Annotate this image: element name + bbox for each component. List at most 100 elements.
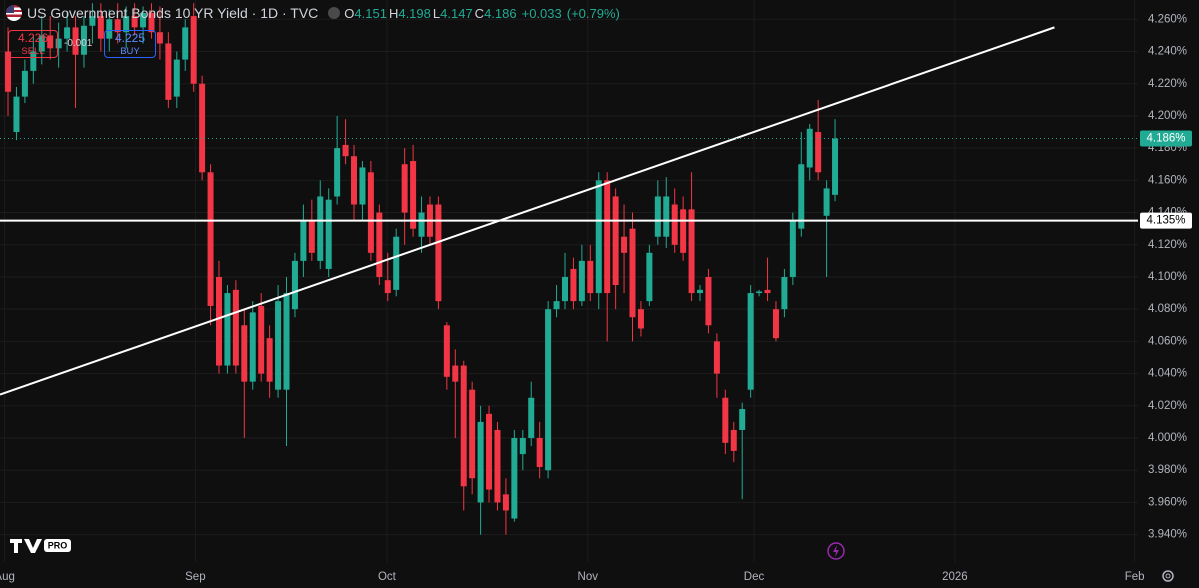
candle-body bbox=[536, 438, 543, 467]
buy-price: 4.225 bbox=[114, 31, 146, 45]
y-tick-label: 4.060% bbox=[1148, 335, 1187, 347]
candle-body bbox=[80, 25, 87, 55]
candle-body bbox=[756, 291, 763, 294]
candle-body bbox=[384, 280, 391, 294]
candle-body bbox=[823, 188, 830, 216]
logo: PRO bbox=[10, 539, 71, 553]
candle-body bbox=[486, 413, 493, 490]
y-tick-label: 4.020% bbox=[1148, 400, 1187, 412]
grid bbox=[0, 0, 1138, 562]
candle-body bbox=[739, 409, 746, 430]
candle-body bbox=[123, 16, 130, 33]
candle-body bbox=[114, 19, 121, 33]
settings-icon[interactable] bbox=[1162, 570, 1174, 582]
y-tick-label: 4.220% bbox=[1148, 78, 1187, 90]
candle-body bbox=[148, 12, 155, 33]
candle-body bbox=[21, 70, 28, 97]
candle-body bbox=[671, 204, 678, 245]
candle-body bbox=[173, 59, 180, 97]
candle-body bbox=[140, 12, 147, 28]
candle-body bbox=[604, 180, 611, 294]
ohlc-value: 4.147 bbox=[440, 5, 473, 21]
candle-body bbox=[722, 397, 729, 443]
candle-body bbox=[165, 43, 172, 100]
axes: 4.260%4.240%4.220%4.200%4.180%4.160%4.14… bbox=[0, 13, 1192, 583]
candle-body bbox=[637, 309, 644, 329]
ohlc-key: C bbox=[474, 5, 485, 21]
y-tick-label: 3.980% bbox=[1148, 464, 1187, 476]
candle-body bbox=[367, 172, 374, 253]
candle-body bbox=[798, 164, 805, 229]
last-price-label: 4.186% bbox=[1146, 133, 1185, 145]
candle-body bbox=[283, 293, 290, 390]
spread: -0.001 bbox=[64, 38, 93, 49]
candle-body bbox=[317, 196, 324, 261]
candle-body bbox=[55, 38, 62, 49]
candle-body bbox=[460, 365, 467, 487]
candle-body bbox=[410, 161, 417, 229]
candle-body bbox=[418, 212, 425, 237]
candle-body bbox=[587, 260, 594, 294]
candle-body bbox=[772, 309, 779, 339]
candle-body bbox=[291, 260, 298, 310]
candle-body bbox=[47, 35, 54, 49]
gear[interactable] bbox=[1162, 570, 1174, 582]
y-tick-label: 4.260% bbox=[1148, 13, 1187, 25]
candle-body bbox=[359, 167, 366, 205]
flag bbox=[6, 5, 22, 21]
y-tick-label: 4.000% bbox=[1148, 432, 1187, 444]
x-tick-label: Dec bbox=[744, 571, 765, 583]
buy-label: BUY bbox=[120, 46, 140, 57]
candle-body bbox=[680, 209, 687, 253]
candle-body bbox=[89, 16, 96, 26]
candle-body bbox=[232, 289, 239, 366]
horizontal-line-tag bbox=[1140, 212, 1192, 229]
candle-body bbox=[443, 325, 450, 377]
y-tick-label: 4.160% bbox=[1148, 174, 1187, 186]
x-tick-label: 2026 bbox=[942, 571, 968, 583]
candle-body bbox=[545, 309, 552, 471]
candle-body bbox=[64, 27, 71, 39]
candle-body bbox=[351, 156, 358, 205]
candle-body bbox=[393, 236, 400, 290]
x-tick-label: Aug bbox=[0, 571, 15, 583]
icon-circle bbox=[827, 542, 845, 560]
candle-body bbox=[477, 421, 484, 503]
y-tick-label: 4.200% bbox=[1148, 110, 1187, 122]
candle-body bbox=[72, 27, 79, 55]
candle-body bbox=[528, 397, 535, 439]
candle-body bbox=[561, 276, 568, 302]
ohlc-value: 4.186 bbox=[484, 5, 517, 21]
candle-body bbox=[190, 16, 197, 84]
candle-body bbox=[199, 83, 206, 173]
gear-hub bbox=[1165, 573, 1171, 579]
candle-body bbox=[131, 16, 138, 28]
x-tick-label: Sep bbox=[185, 571, 205, 583]
candle-body bbox=[342, 144, 349, 157]
sell-button[interactable]: 4.226 SELL bbox=[8, 30, 58, 58]
candle-body bbox=[806, 128, 813, 168]
y-tick-label: 3.960% bbox=[1148, 496, 1187, 508]
candle-body bbox=[469, 389, 476, 479]
candle-body bbox=[249, 312, 256, 382]
candle-body bbox=[207, 172, 214, 306]
trend-line bbox=[0, 26, 1055, 396]
change: +0.033 bbox=[521, 5, 562, 21]
buy-button[interactable]: 4.225 BUY bbox=[104, 30, 156, 58]
candle-body bbox=[376, 212, 383, 277]
candle-body bbox=[275, 301, 282, 390]
ohlc-value: 4.198 bbox=[398, 5, 431, 21]
candle-body bbox=[106, 19, 113, 39]
pro-text: PRO bbox=[48, 540, 68, 550]
y-tick-label: 3.940% bbox=[1148, 529, 1187, 541]
candle-body bbox=[325, 199, 332, 269]
change-pct: (+0.79%) bbox=[566, 5, 620, 21]
candle-body bbox=[300, 220, 307, 261]
candle-body bbox=[781, 276, 788, 310]
x-tick-label: Oct bbox=[378, 571, 397, 583]
candle-body bbox=[5, 51, 12, 92]
candle-body bbox=[629, 228, 636, 318]
candle-body bbox=[519, 438, 526, 455]
